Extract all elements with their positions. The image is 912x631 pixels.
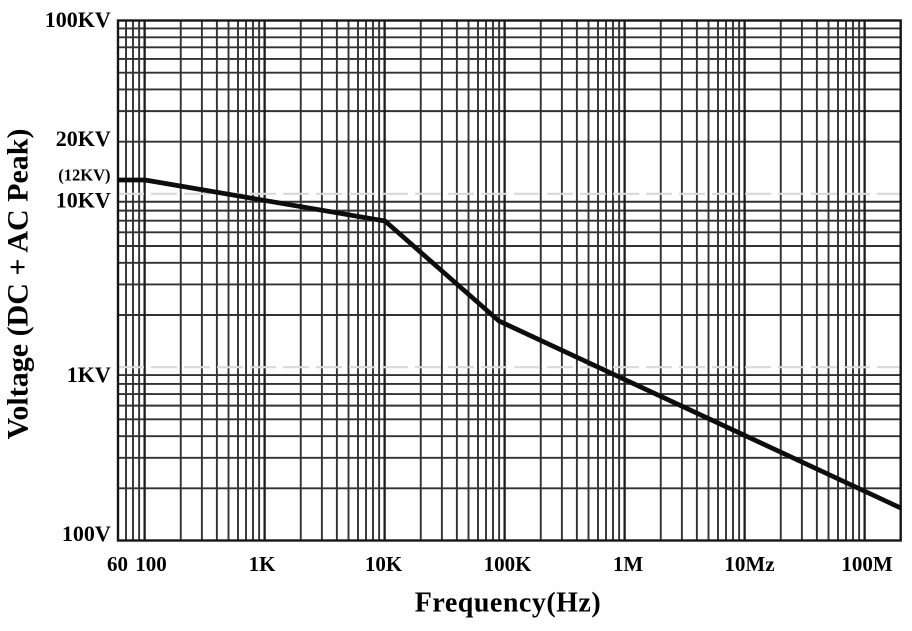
svg-text:10Mz: 10Mz <box>724 552 774 576</box>
svg-text:100K: 100K <box>484 552 533 576</box>
svg-text:1M: 1M <box>613 552 644 576</box>
svg-text:1KV: 1KV <box>67 362 111 387</box>
svg-text:1K: 1K <box>249 552 277 576</box>
svg-text:60: 60 <box>107 552 128 576</box>
svg-text:Voltage (DC + AC Peak): Voltage (DC + AC Peak) <box>2 129 35 440</box>
svg-text:100M: 100M <box>841 552 893 576</box>
svg-text:Frequency(Hz): Frequency(Hz) <box>415 588 601 619</box>
svg-text:100: 100 <box>135 552 167 576</box>
svg-text:100V: 100V <box>62 521 111 546</box>
svg-text:10KV: 10KV <box>56 187 111 212</box>
svg-text:100KV: 100KV <box>45 7 111 32</box>
svg-text:20KV: 20KV <box>56 126 111 151</box>
svg-text:(12KV): (12KV) <box>58 166 110 185</box>
svg-text:10K: 10K <box>365 552 403 576</box>
